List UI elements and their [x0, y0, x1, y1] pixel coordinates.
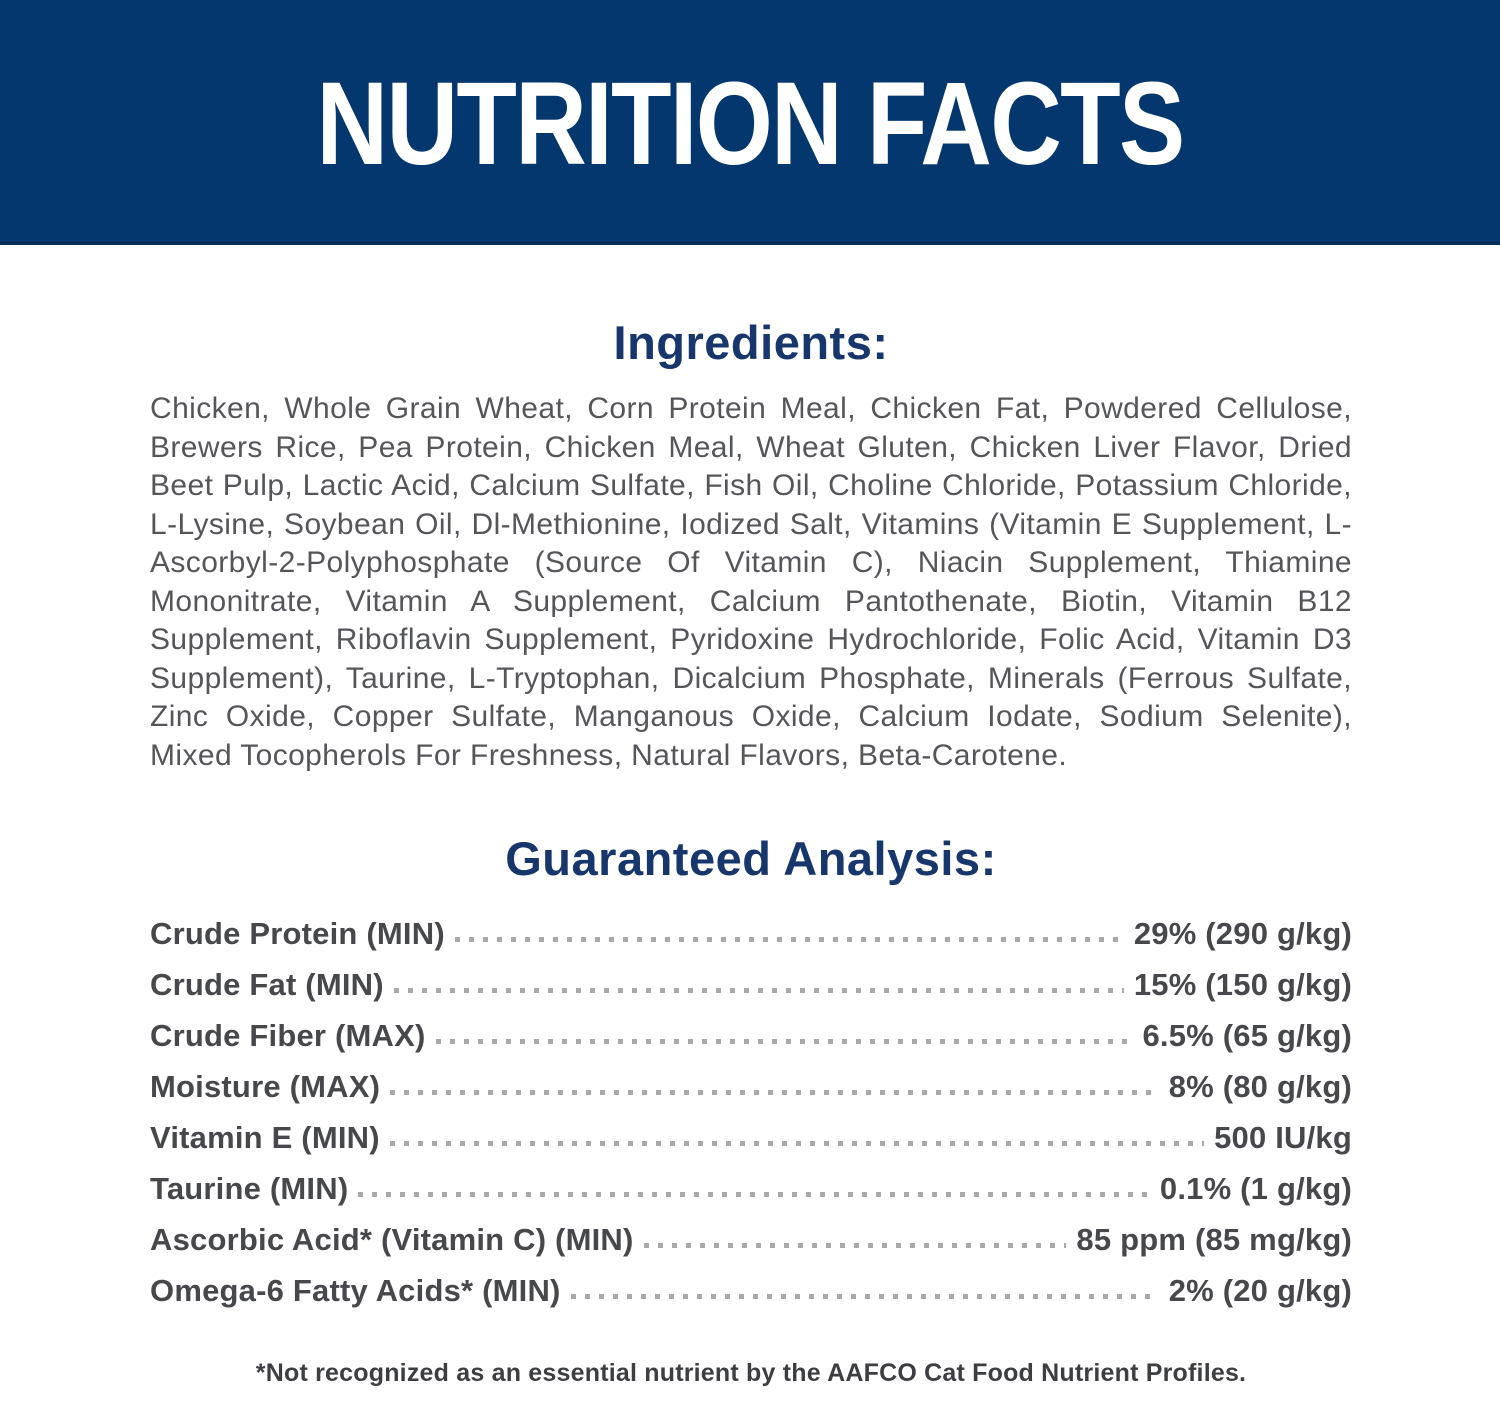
- nutrition-facts-banner: NUTRITION FACTS: [0, 0, 1500, 245]
- table-row: Vitamin E (MIN) 500 IU/kg: [150, 1105, 1352, 1156]
- dotted-leader: [454, 937, 1124, 942]
- table-row: Omega-6 Fatty Acids* (MIN) 2% (20 g/kg): [150, 1258, 1352, 1309]
- row-value: 0.1% (1 g/kg): [1159, 1171, 1352, 1207]
- row-value: 85 ppm (85 mg/kg): [1076, 1222, 1352, 1258]
- row-label: Crude Protein (MIN): [150, 916, 445, 952]
- table-row: Crude Fiber (MAX) 6.5% (65 g/kg): [150, 1003, 1352, 1054]
- row-label: Vitamin E (MIN): [150, 1120, 380, 1156]
- row-label: Moisture (MAX): [150, 1069, 381, 1105]
- dotted-leader: [389, 1141, 1205, 1146]
- table-row: Crude Fat (MIN) 15% (150 g/kg): [150, 952, 1352, 1003]
- guaranteed-analysis-heading: Guaranteed Analysis:: [505, 832, 997, 885]
- ingredients-text: Chicken, Whole Grain Wheat, Corn Protein…: [150, 392, 1352, 772]
- row-value: 8% (80 g/kg): [1168, 1069, 1352, 1105]
- row-value: 2% (20 g/kg): [1168, 1273, 1352, 1309]
- table-row: Taurine (MIN) 0.1% (1 g/kg): [150, 1156, 1352, 1207]
- row-value: 500 IU/kg: [1214, 1120, 1352, 1156]
- table-row: Moisture (MAX) 8% (80 g/kg): [150, 1054, 1352, 1105]
- aafco-footnote: *Not recognized as an essential nutrient…: [255, 1359, 1247, 1387]
- dotted-leader: [390, 1090, 1159, 1095]
- dotted-leader: [358, 1192, 1150, 1197]
- dotted-leader: [570, 1294, 1159, 1299]
- row-label: Crude Fat (MIN): [150, 967, 384, 1003]
- banner-title: NUTRITION FACTS: [316, 58, 1186, 190]
- row-value: 6.5% (65 g/kg): [1142, 1018, 1352, 1054]
- guaranteed-analysis-table: Crude Protein (MIN) 29% (290 g/kg) Crude…: [150, 901, 1352, 1309]
- row-label: Ascorbic Acid* (Vitamin C) (MIN): [150, 1222, 634, 1258]
- row-label: Taurine (MIN): [150, 1171, 349, 1207]
- row-label: Omega-6 Fatty Acids* (MIN): [150, 1273, 561, 1309]
- row-label: Crude Fiber (MAX): [150, 1018, 426, 1054]
- dotted-leader: [435, 1039, 1133, 1044]
- table-row: Ascorbic Acid* (Vitamin C) (MIN) 85 ppm …: [150, 1207, 1352, 1258]
- table-row: Crude Protein (MIN) 29% (290 g/kg): [150, 901, 1352, 952]
- dotted-leader: [643, 1243, 1067, 1248]
- row-value: 15% (150 g/kg): [1133, 967, 1352, 1003]
- ingredients-heading: Ingredients:: [613, 316, 889, 369]
- row-value: 29% (290 g/kg): [1133, 916, 1352, 952]
- dotted-leader: [393, 988, 1124, 993]
- label-content: Ingredients: Chicken, Whole Grain Wheat,…: [0, 317, 1500, 1388]
